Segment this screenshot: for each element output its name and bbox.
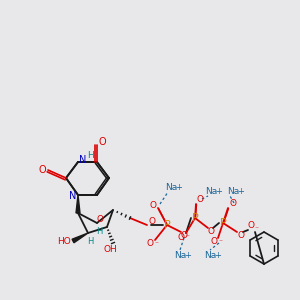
- Text: P: P: [192, 213, 198, 223]
- Text: +: +: [176, 184, 182, 193]
- Polygon shape: [72, 233, 88, 243]
- Text: +: +: [184, 250, 191, 260]
- Text: Na: Na: [204, 251, 216, 260]
- Text: Na: Na: [165, 184, 177, 193]
- Text: H: H: [96, 226, 102, 236]
- Text: HO: HO: [57, 236, 71, 245]
- Text: O: O: [38, 165, 46, 175]
- Text: O: O: [146, 239, 154, 248]
- Text: Na: Na: [227, 188, 239, 196]
- Text: O: O: [248, 221, 254, 230]
- Text: H: H: [88, 152, 94, 160]
- Text: ⁻: ⁻: [218, 238, 222, 247]
- Text: H: H: [87, 236, 93, 245]
- Text: O: O: [211, 238, 218, 247]
- Text: O: O: [98, 137, 106, 147]
- Text: P: P: [220, 218, 226, 228]
- Text: O: O: [97, 214, 104, 224]
- Text: O: O: [230, 200, 236, 208]
- Text: +: +: [214, 251, 221, 260]
- Polygon shape: [76, 195, 80, 213]
- Text: P: P: [164, 220, 170, 230]
- Text: N: N: [79, 155, 87, 165]
- Text: N: N: [69, 191, 77, 201]
- Text: O: O: [148, 218, 155, 226]
- Text: O: O: [181, 232, 188, 241]
- Text: O: O: [238, 232, 244, 241]
- Text: ⁻: ⁻: [185, 232, 189, 242]
- Text: +: +: [238, 188, 244, 196]
- Text: +: +: [216, 188, 222, 196]
- Text: ⁻: ⁻: [154, 239, 158, 248]
- Text: Na: Na: [205, 188, 217, 196]
- Text: OH: OH: [103, 245, 117, 254]
- Text: O: O: [178, 232, 184, 242]
- Text: O: O: [196, 196, 203, 205]
- Text: O: O: [149, 200, 157, 209]
- Text: ⁻: ⁻: [254, 224, 258, 233]
- Text: Na: Na: [174, 250, 186, 260]
- Text: O: O: [208, 227, 214, 236]
